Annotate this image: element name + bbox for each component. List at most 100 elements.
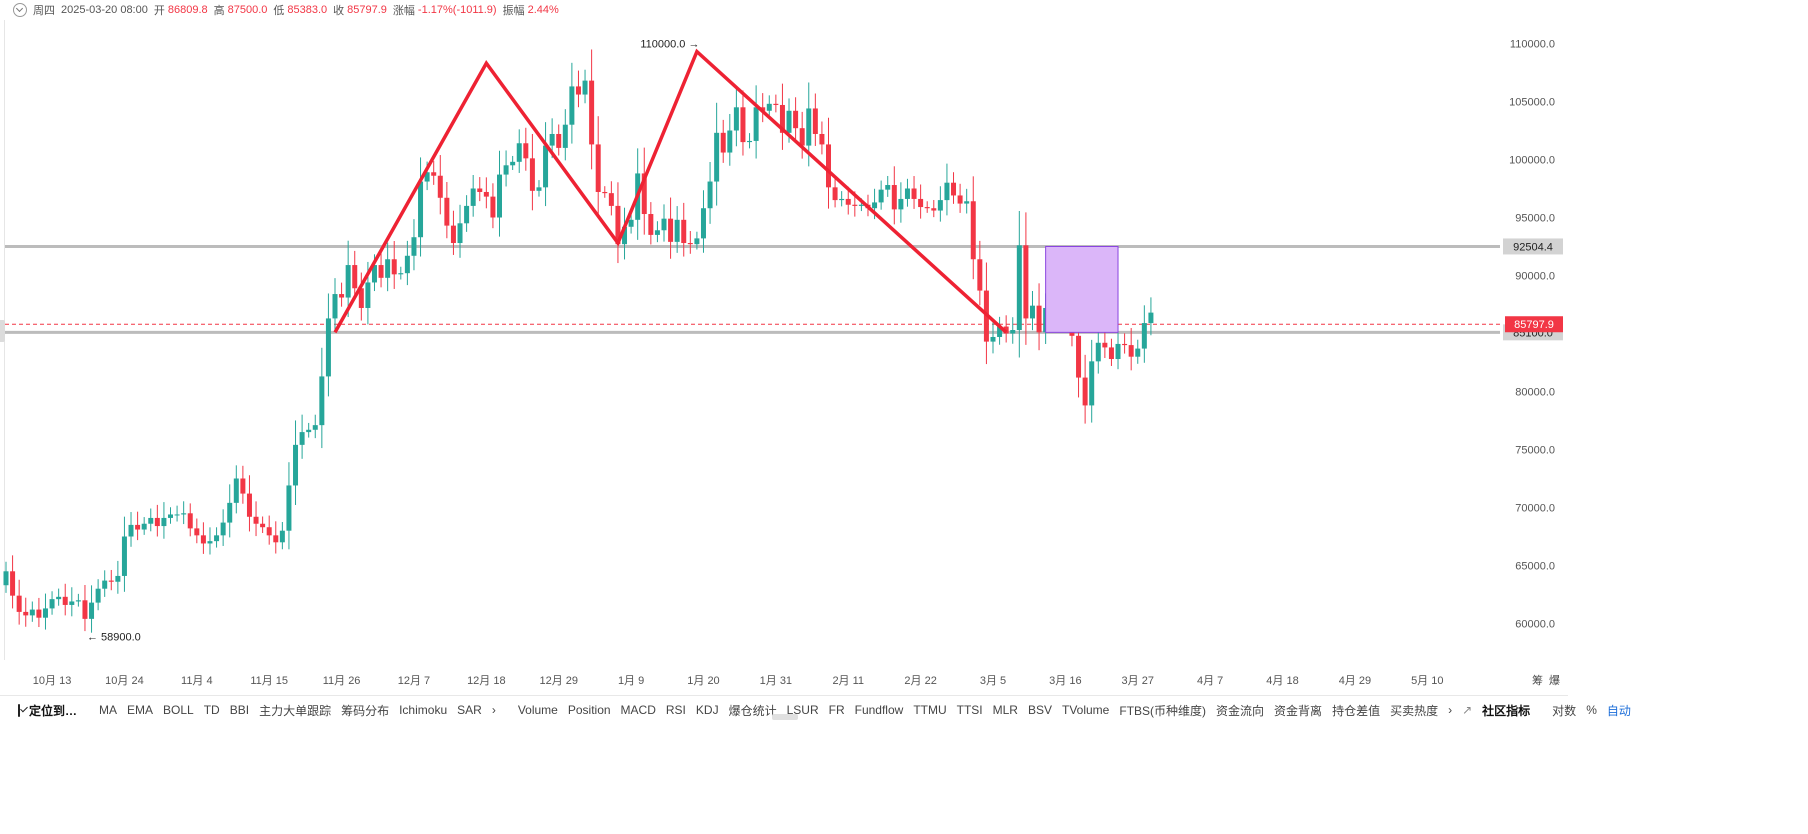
candle-body — [391, 259, 397, 275]
candle-body — [168, 514, 173, 518]
price-tick-label: 105000.0 — [1509, 97, 1555, 109]
indicator-main-orders[interactable]: 主力大单跟踪 — [259, 703, 332, 718]
indicator-chip-distribution[interactable]: 筹码分布 — [341, 703, 390, 718]
candle-body — [622, 226, 628, 245]
time-axis[interactable]: 10月 13 10月 24 11月 4 11月 15 11月 26 12月 7 12月 18… — [33, 675, 1444, 687]
left-resize-handle[interactable] — [0, 320, 5, 342]
time-tick-label: 5月 10 — [1411, 675, 1443, 687]
log-scale-toggle[interactable]: 对数 — [1552, 703, 1577, 718]
candle-body — [733, 107, 739, 131]
indicator-mlr[interactable]: MLR — [992, 703, 1018, 717]
candle-body — [490, 196, 496, 218]
candle-body — [1128, 345, 1134, 357]
candle-body — [694, 238, 700, 245]
community-external-link-icon[interactable]: ↗ — [1462, 703, 1473, 717]
indicator-rsi[interactable]: RSI — [665, 703, 686, 717]
indicator-buy-sell-heat[interactable]: 买卖热度 — [1390, 703, 1439, 718]
right-edge-label-chips[interactable]: 筹 — [1532, 673, 1543, 687]
indicator-volume[interactable]: Volume — [517, 703, 558, 717]
candle-body — [36, 609, 42, 618]
indicator-bbi[interactable]: BBI — [229, 703, 250, 717]
target-zone[interactable] — [1045, 246, 1119, 333]
indicator-position[interactable]: Position — [567, 703, 611, 717]
price-tick-label: 70000.0 — [1515, 503, 1555, 515]
indicator-boll[interactable]: BOLL — [163, 703, 194, 717]
candle-body — [154, 517, 160, 527]
candle-body — [957, 195, 963, 204]
candle-body — [575, 86, 581, 95]
indicator-lsur[interactable]: LSUR — [786, 703, 819, 717]
candle-body — [220, 522, 226, 536]
candle-body — [253, 516, 259, 524]
more-main-indicators-chevron-icon[interactable]: › — [491, 703, 496, 717]
candle-body — [214, 535, 220, 542]
annotations: 110000.0 → ← 58900.0 — [87, 39, 700, 644]
locate-button[interactable]: 定位到… — [29, 703, 78, 718]
percent-scale-toggle[interactable]: % — [1586, 703, 1597, 717]
candle-body — [852, 204, 858, 206]
change-value: -1.17%(-1011.9) — [417, 4, 497, 16]
indicator-ema[interactable]: EMA — [127, 703, 154, 717]
indicator-liquidation-stats[interactable]: 爆仓统计 — [728, 703, 777, 718]
candle-body — [187, 513, 193, 529]
indicator-fund-flow-direction[interactable]: 资金流向 — [1216, 703, 1265, 718]
more-sub-indicators-chevron-icon[interactable]: › — [1448, 703, 1453, 717]
indicator-macd[interactable]: MACD — [620, 703, 656, 717]
candle-body — [82, 600, 88, 619]
candle-body — [1089, 361, 1095, 406]
candle-body — [404, 255, 410, 274]
candle-body — [628, 219, 634, 227]
candle-body — [799, 128, 805, 146]
candle-body — [839, 198, 845, 201]
candle-body — [398, 273, 404, 275]
candle-body — [641, 173, 647, 215]
community-indicators-button[interactable]: 社区指标 — [1482, 703, 1531, 718]
candle-body — [970, 201, 976, 260]
indicator-sar[interactable]: SAR — [457, 703, 482, 717]
candle-body — [510, 161, 516, 166]
right-edge-label-liquidation[interactable]: 爆 — [1549, 673, 1560, 687]
pattern-polyline — [333, 48, 1008, 334]
locate-checkbox-icon[interactable] — [18, 703, 20, 717]
indicator-fr[interactable]: FR — [828, 703, 845, 717]
indicator-ma[interactable]: MA — [99, 703, 118, 717]
time-tick-label: 3月 5 — [980, 675, 1006, 687]
indicator-position-difference[interactable]: 持仓差值 — [1332, 703, 1381, 718]
price-axis[interactable]: 60000.065000.070000.075000.080000.085000… — [1503, 39, 1563, 631]
time-tick-label: 3月 16 — [1049, 675, 1081, 687]
candle-body — [365, 282, 371, 308]
candle-body — [997, 326, 1003, 337]
candle-body — [740, 107, 746, 143]
indicator-td[interactable]: TD — [203, 703, 220, 717]
indicator-fund-divergence[interactable]: 资金背离 — [1274, 703, 1323, 718]
candle-body — [615, 205, 621, 245]
collapse-chevron-icon[interactable] — [13, 3, 27, 17]
candle-body — [174, 514, 180, 516]
candle-body — [345, 265, 351, 298]
candle-body — [964, 201, 970, 204]
indicator-fundflow[interactable]: Fundflow — [854, 703, 904, 717]
candle-body — [312, 425, 318, 430]
indicator-tvolume[interactable]: TVolume — [1062, 703, 1110, 717]
candle-body — [918, 198, 924, 208]
candle-body — [872, 202, 878, 209]
indicator-kdj[interactable]: KDJ — [695, 703, 719, 717]
candle-body — [582, 80, 588, 95]
candle-body — [293, 444, 299, 486]
high-value: 87500.0 — [227, 4, 268, 16]
candle-body — [194, 528, 200, 536]
low-price-annotation: ← 58900.0 — [87, 631, 141, 643]
indicator-ttsi[interactable]: TTSI — [956, 703, 983, 717]
candle-body — [826, 144, 831, 188]
price-chart[interactable]: 110000.0 → ← 58900.0 60000.0 65000.0 70000.… — [0, 0, 1568, 695]
bottom-resize-handle[interactable] — [772, 714, 798, 720]
indicator-ichimoku[interactable]: Ichimoku — [399, 703, 448, 717]
candle-body — [69, 601, 75, 605]
indicator-ftbs[interactable]: FTBS(币种维度) — [1119, 703, 1207, 718]
indicator-bsv[interactable]: BSV — [1027, 703, 1052, 717]
indicator-ttmu[interactable]: TTMU — [913, 703, 947, 717]
auto-scale-toggle[interactable]: 自动 — [1606, 703, 1631, 718]
price-tick-label: 90000.0 — [1515, 271, 1555, 283]
time-tick-label: 2月 11 — [832, 675, 864, 687]
candle-body — [75, 600, 81, 602]
